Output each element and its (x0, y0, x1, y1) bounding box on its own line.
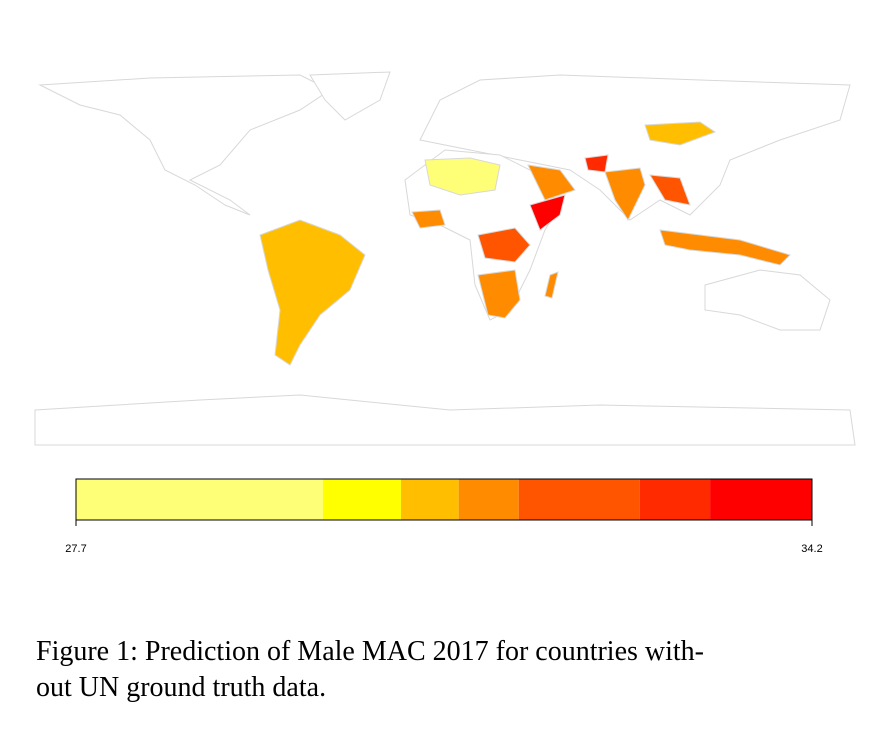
tick-label: 34.2 (801, 543, 822, 555)
south-america (259, 219, 366, 366)
southern-africa (477, 269, 521, 319)
indonesia (659, 229, 791, 266)
southeast-asia (649, 174, 691, 206)
arabia (527, 164, 576, 201)
caption-line: out UN ground truth data. (36, 672, 326, 703)
color-bin (710, 479, 812, 520)
north-america (38, 74, 331, 216)
sahel (424, 157, 501, 196)
antarctica (34, 394, 856, 446)
caption-line: Figure 1: Prediction of Male MAC 2017 fo… (36, 636, 704, 667)
colorbar-frame (75, 478, 813, 521)
color-bin (400, 479, 459, 520)
central-africa (477, 227, 531, 263)
afghanistan (584, 154, 609, 173)
color-bin (518, 479, 640, 520)
color-bin (76, 479, 323, 520)
color-bin (639, 479, 711, 520)
color-bin (458, 479, 519, 520)
tick-label: 27.7 (65, 543, 86, 555)
eurasia (419, 74, 851, 221)
madagascar (544, 271, 559, 299)
color-bin (322, 479, 401, 520)
india (604, 167, 646, 222)
australia (704, 269, 831, 331)
world-map (34, 71, 856, 446)
horn-of-africa (529, 194, 566, 231)
greenland (309, 71, 391, 121)
mongolia (644, 121, 717, 146)
west-africa (411, 209, 446, 229)
